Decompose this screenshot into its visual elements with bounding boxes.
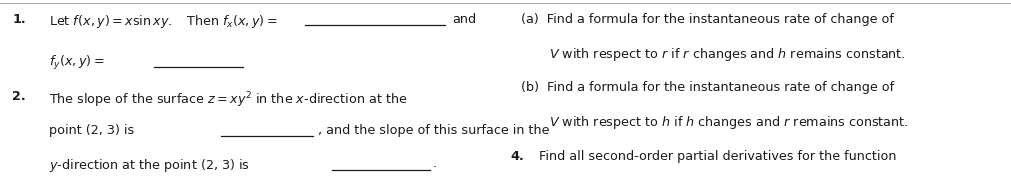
Text: $V$ with respect to $r$ if $r$ changes and $h$ remains constant.: $V$ with respect to $r$ if $r$ changes a… — [549, 46, 906, 63]
Text: and: and — [452, 13, 476, 26]
Text: The slope of the surface $z = xy^2$ in the $x$-direction at the: The slope of the surface $z = xy^2$ in t… — [49, 90, 407, 110]
Text: point (2, 3) is: point (2, 3) is — [49, 124, 133, 137]
Text: $y$-direction at the point (2, 3) is: $y$-direction at the point (2, 3) is — [49, 157, 250, 174]
Text: $V$ with respect to $h$ if $h$ changes and $r$ remains constant.: $V$ with respect to $h$ if $h$ changes a… — [549, 114, 909, 131]
Text: 4.: 4. — [511, 150, 525, 163]
Text: (a)  Find a formula for the instantaneous rate of change of: (a) Find a formula for the instantaneous… — [521, 13, 894, 26]
Text: , and the slope of this surface in the: , and the slope of this surface in the — [318, 124, 550, 137]
Text: 1.: 1. — [12, 13, 25, 26]
Text: $f_y(x, y) =$: $f_y(x, y) =$ — [49, 54, 104, 72]
Text: Find all second-order partial derivatives for the function: Find all second-order partial derivative… — [539, 150, 897, 163]
Text: .: . — [433, 157, 437, 171]
Text: Let $f(x, y) = x\sin xy.$   Then $f_x(x, y) =$: Let $f(x, y) = x\sin xy.$ Then $f_x(x, y… — [49, 13, 277, 30]
Text: 2.: 2. — [12, 90, 25, 104]
Text: (b)  Find a formula for the instantaneous rate of change of: (b) Find a formula for the instantaneous… — [521, 81, 894, 94]
